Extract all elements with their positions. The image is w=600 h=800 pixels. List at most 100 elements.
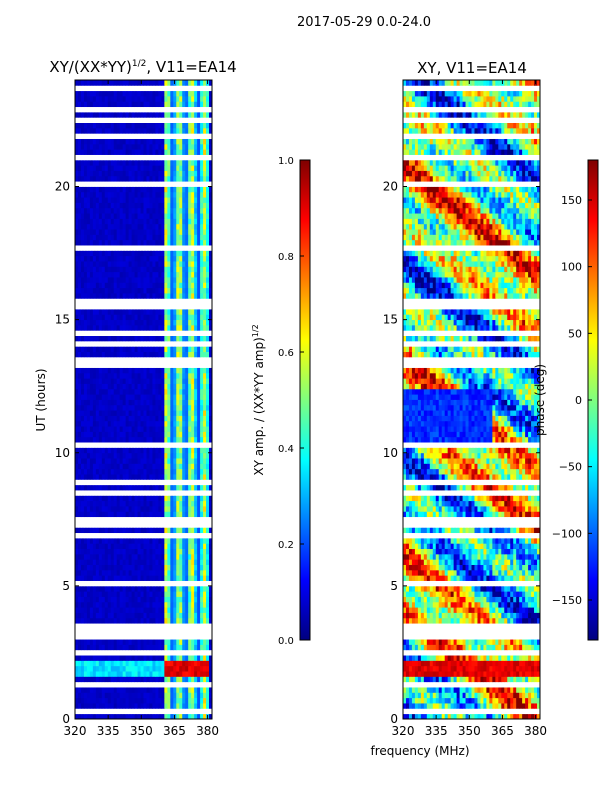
heatmap-cell: [173, 346, 177, 352]
heatmap-cell: [164, 431, 168, 438]
heatmap-cell: [131, 585, 135, 592]
heatmap-cell: [86, 458, 91, 464]
heatmap-cell: [179, 362, 183, 368]
heatmap-cell: [179, 697, 183, 704]
heatmap-cell: [140, 324, 144, 331]
heatmap-cell: [161, 681, 165, 688]
heatmap-cell: [206, 474, 210, 480]
heatmap-cell: [191, 234, 195, 241]
heatmap-cell: [125, 676, 130, 683]
heatmap-cell: [110, 186, 115, 193]
heatmap-cell: [134, 665, 138, 672]
heatmap-cell: [158, 255, 162, 262]
heatmap-cell: [155, 575, 159, 581]
heatmap-cell: [134, 564, 138, 571]
heatmap-cell: [92, 500, 97, 507]
heatmap-cell: [75, 564, 79, 571]
heatmap-cell: [83, 287, 88, 294]
heatmap-cell: [98, 506, 103, 512]
heatmap-cell: [146, 697, 150, 704]
heatmap-cell: [98, 511, 103, 518]
heatmap-cell: [170, 261, 174, 267]
heatmap-cell: [98, 500, 103, 507]
heatmap-cell: [101, 484, 106, 491]
heatmap-cell: [182, 575, 186, 581]
heatmap-cell: [89, 271, 94, 278]
heatmap-cell: [203, 245, 207, 251]
heatmap-cell: [206, 261, 210, 267]
heatmap-cell: [89, 655, 94, 661]
heatmap-cell: [185, 250, 189, 257]
heatmap-cell: [158, 213, 162, 219]
heatmap-cell: [101, 548, 106, 555]
heatmap-cell: [182, 426, 186, 432]
heatmap-cell: [176, 687, 180, 693]
heatmap-cell: [167, 218, 171, 225]
heatmap-cell: [170, 330, 174, 337]
heatmap-cell: [143, 388, 147, 395]
heatmap-cell: [161, 250, 165, 257]
heatmap-cell: [113, 601, 118, 608]
heatmap-cell: [119, 229, 124, 235]
heatmap-cell: [152, 420, 156, 427]
heatmap-cell: [122, 676, 127, 683]
heatmap-cell: [134, 346, 138, 352]
heatmap-cell: [95, 218, 100, 225]
heatmap-cell: [173, 207, 177, 214]
heatmap-cell: [197, 239, 201, 246]
heatmap-cell: [137, 553, 141, 560]
heatmap-cell: [167, 330, 171, 337]
heatmap-cell: [125, 521, 130, 528]
heatmap-cell: [83, 356, 88, 363]
heatmap-cell: [92, 330, 97, 337]
heatmap-cell: [152, 596, 156, 603]
heatmap-cell: [203, 378, 207, 384]
heatmap-cell: [75, 372, 79, 379]
heatmap-cell: [149, 612, 153, 619]
heatmap-cell: [104, 426, 109, 432]
heatmap-cell: [179, 639, 183, 645]
heatmap-cell: [143, 308, 147, 315]
heatmap-cell: [128, 442, 132, 448]
heatmap-cell: [101, 346, 106, 352]
heatmap-cell: [152, 271, 156, 278]
heatmap-cell: [146, 399, 150, 406]
heatmap-cell: [134, 191, 138, 198]
heatmap-cell: [101, 308, 106, 315]
heatmap-cell: [101, 553, 106, 560]
heatmap-cell: [113, 330, 118, 337]
heatmap-cell: [119, 282, 124, 289]
heatmap-cell: [176, 340, 180, 347]
heatmap-cell: [95, 175, 100, 182]
heatmap-cell: [143, 623, 147, 629]
heatmap-cell: [137, 703, 141, 709]
heatmap-cell: [125, 298, 130, 305]
heatmap-cell: [173, 234, 177, 241]
heatmap-cell: [194, 708, 198, 715]
heatmap-cell: [89, 607, 94, 613]
heatmap-cell: [143, 356, 147, 363]
heatmap-cell: [131, 569, 135, 576]
heatmap-cell: [140, 500, 144, 507]
heatmap-cell: [107, 191, 112, 198]
heatmap-cell: [122, 378, 127, 384]
heatmap-cell: [179, 287, 183, 294]
heatmap-cell: [116, 495, 121, 502]
heatmap-cell: [143, 628, 147, 635]
heatmap-cell: [188, 143, 192, 150]
heatmap-cell: [149, 655, 153, 661]
heatmap-cell: [77, 623, 82, 629]
heatmap-cell: [164, 671, 168, 677]
heatmap-cell: [206, 287, 210, 294]
heatmap-cell: [134, 601, 138, 608]
heatmap-cell: [200, 298, 204, 305]
heatmap-cell: [122, 692, 127, 699]
heatmap-cell: [146, 655, 150, 661]
heatmap-cell: [200, 378, 204, 384]
heatmap-cell: [176, 612, 180, 619]
heatmap-cell: [131, 293, 135, 299]
heatmap-cell: [134, 585, 138, 592]
heatmap-cell: [95, 356, 100, 363]
heatmap-cell: [155, 234, 159, 241]
heatmap-cell: [182, 197, 186, 203]
